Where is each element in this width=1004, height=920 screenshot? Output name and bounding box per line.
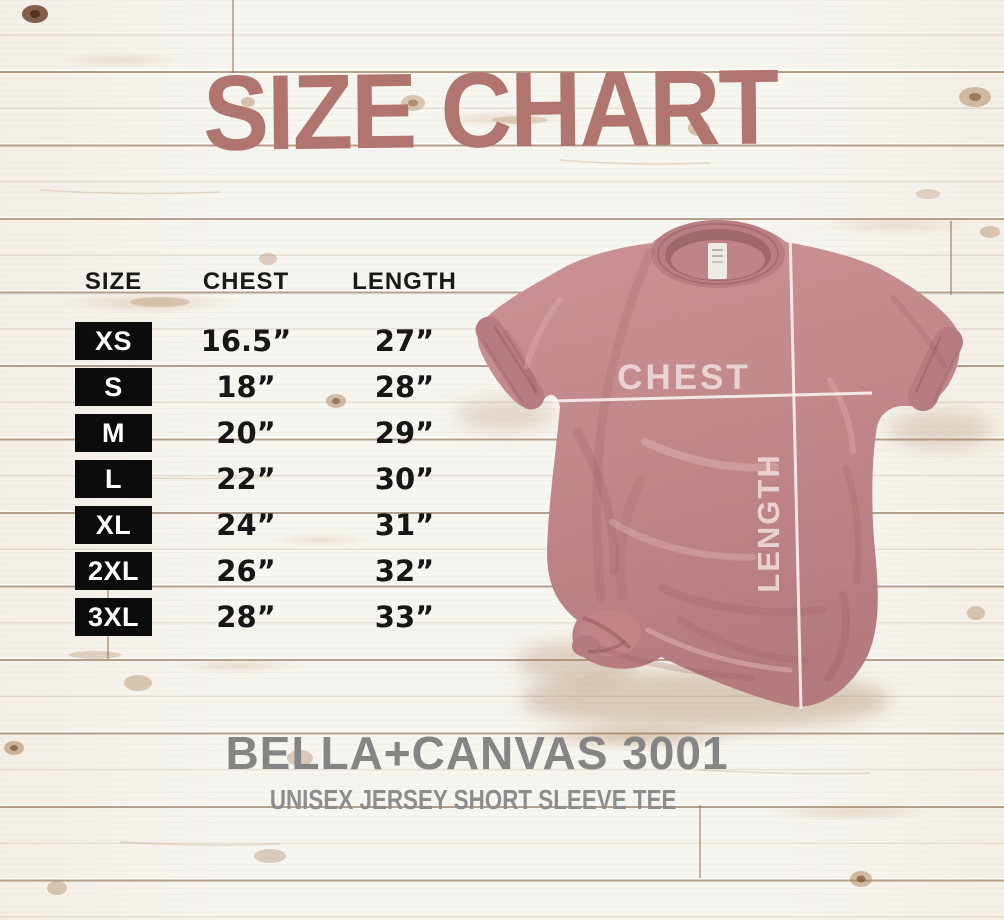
chest-value: 26” bbox=[216, 554, 276, 588]
neck-tag bbox=[708, 243, 727, 279]
length-value: 30” bbox=[374, 462, 435, 496]
length-value: 28” bbox=[374, 370, 435, 404]
chest-annotation: CHEST bbox=[617, 358, 751, 397]
length-line bbox=[788, 228, 803, 710]
size-label: M bbox=[102, 417, 125, 448]
header-chest: CHEST bbox=[202, 268, 290, 295]
length-value: 31” bbox=[374, 508, 435, 542]
size-badge: XS bbox=[75, 322, 152, 360]
size-badge: XL bbox=[75, 506, 152, 544]
length-value: 33” bbox=[374, 600, 435, 634]
length-value: 32” bbox=[374, 554, 435, 588]
header-length: LENGTH bbox=[352, 268, 457, 295]
product-subtitle: UNISEX JERSEY SHORT SLEEVE TEE bbox=[0, 784, 975, 816]
chest-value: 22” bbox=[216, 462, 276, 496]
size-badge: M bbox=[75, 414, 152, 452]
table-row: M 20” 29” bbox=[0, 414, 520, 452]
chest-value: 16.5” bbox=[200, 324, 292, 358]
fabric-folds bbox=[503, 247, 947, 682]
chest-value: 18” bbox=[216, 370, 276, 404]
size-badge: 3XL bbox=[75, 598, 152, 636]
chest-line bbox=[552, 391, 873, 403]
collar bbox=[651, 220, 785, 288]
size-badge: 2XL bbox=[75, 552, 152, 590]
wood-knots bbox=[4, 5, 1000, 895]
product-subtitle-text: UNISEX JERSEY SHORT SLEEVE TEE bbox=[269, 784, 677, 815]
chest-value: 20” bbox=[216, 416, 276, 450]
table-row: S 18” 28” bbox=[0, 368, 520, 406]
table-header-row: SIZE CHEST LENGTH bbox=[0, 268, 520, 298]
header-size: SIZE bbox=[84, 268, 143, 295]
right-cuff bbox=[908, 327, 963, 411]
length-annotation: LENGTH bbox=[751, 453, 786, 592]
hem-knot bbox=[572, 610, 641, 657]
size-badge: L bbox=[75, 460, 152, 498]
left-cuff bbox=[475, 316, 545, 410]
size-label: XL bbox=[95, 509, 132, 540]
size-label: 3XL bbox=[87, 601, 140, 632]
size-label: 2XL bbox=[87, 555, 140, 586]
table-row: 2XL 26” 32” bbox=[0, 552, 520, 590]
size-label: S bbox=[104, 371, 123, 402]
chest-value: 28” bbox=[216, 600, 276, 634]
fabric-highlights bbox=[524, 297, 856, 673]
table-row: XS 16.5” 27” bbox=[0, 322, 520, 360]
table-row: L 22” 30” bbox=[0, 460, 520, 498]
length-value: 29” bbox=[374, 416, 435, 450]
chest-value: 24” bbox=[216, 508, 276, 542]
table-row: XL 24” 31” bbox=[0, 506, 520, 544]
page-title: SIZE CHART bbox=[202, 46, 778, 173]
product-name: BELLA+CANVAS 3001 bbox=[225, 727, 729, 779]
size-label: XS bbox=[94, 325, 133, 356]
length-value: 27” bbox=[374, 324, 435, 358]
table-row: 3XL 28” 33” bbox=[0, 598, 520, 636]
size-label: L bbox=[105, 463, 122, 494]
size-badge: S bbox=[75, 368, 152, 406]
